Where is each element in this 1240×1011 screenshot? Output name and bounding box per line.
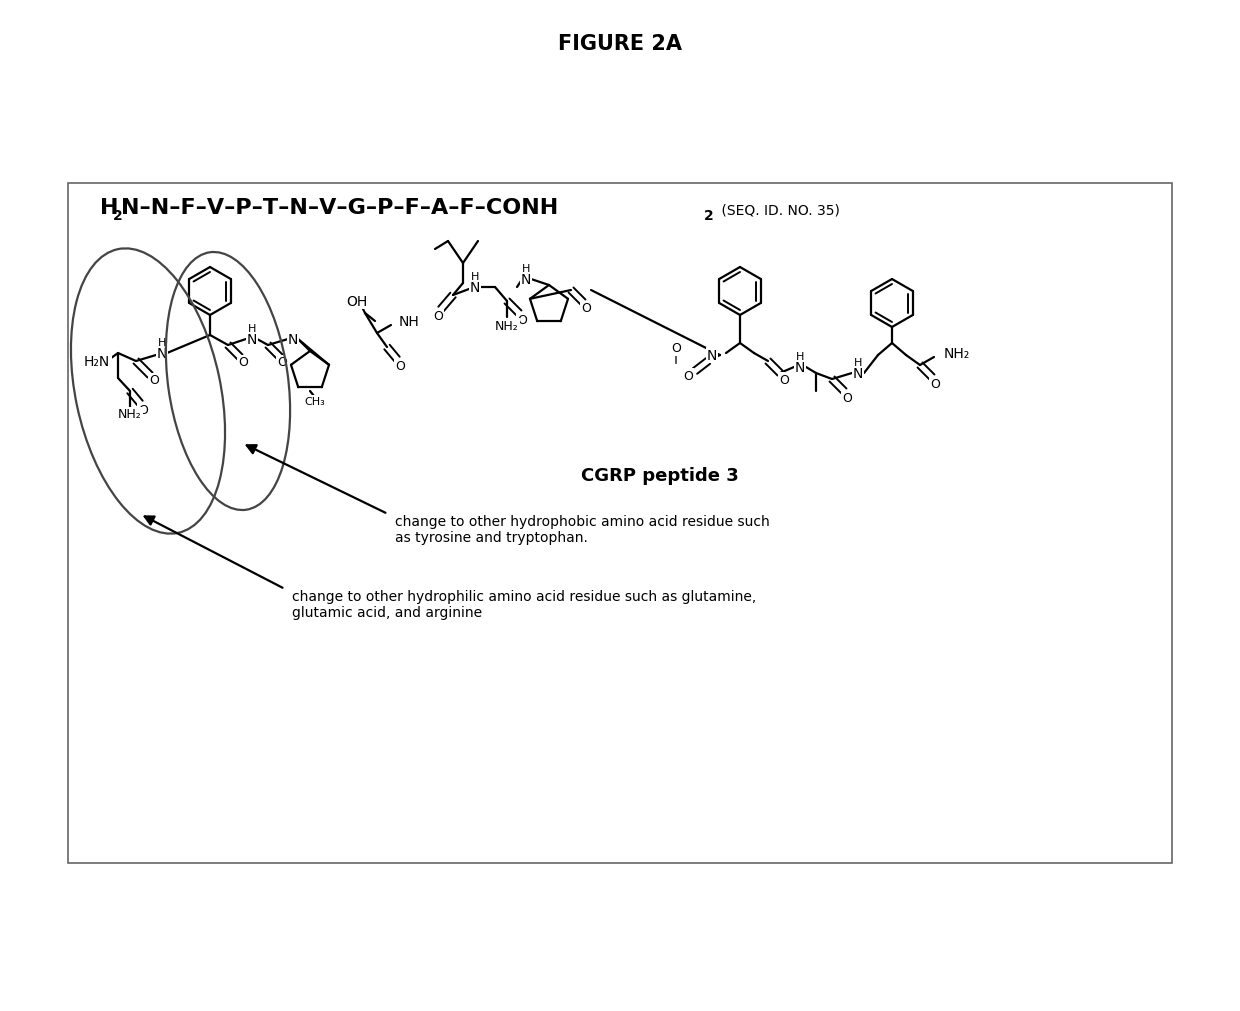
Text: ∥: ∥ [673,354,678,363]
Text: NH₂: NH₂ [944,347,970,361]
Text: H: H [248,324,257,334]
Text: N: N [795,361,805,375]
Text: H: H [796,352,805,362]
Text: H₂N: H₂N [84,355,110,369]
Text: O: O [138,404,148,418]
Text: NH₂: NH₂ [495,319,518,333]
Text: change to other hydrophilic amino acid residue such as glutamine,
glutamic acid,: change to other hydrophilic amino acid r… [291,589,756,620]
Text: N: N [470,281,480,295]
Text: O: O [238,356,248,369]
Text: 2: 2 [113,209,123,222]
Text: O: O [779,373,789,386]
Text: N: N [156,347,167,361]
FancyBboxPatch shape [68,184,1172,863]
Text: N–N–F–V–P–T–N–V–G–P–F–A–F–CONH: N–N–F–V–P–T–N–V–G–P–F–A–F–CONH [122,198,558,217]
Text: NH: NH [399,314,420,329]
Text: 2: 2 [704,209,714,222]
Text: N: N [521,273,531,287]
Text: H: H [854,358,862,368]
Text: N: N [853,367,863,380]
Text: O: O [396,359,405,372]
Text: N: N [707,349,717,363]
Text: O: O [582,302,591,315]
Text: O: O [433,309,443,323]
Text: change to other hydrophobic amino acid residue such
as tyrosine and tryptophan.: change to other hydrophobic amino acid r… [396,515,770,545]
Text: O: O [683,369,693,382]
Text: O: O [517,313,527,327]
Text: H: H [522,264,531,274]
Text: CH₃: CH₃ [305,396,325,406]
Text: O: O [930,377,940,390]
Text: NH₂: NH₂ [118,408,141,422]
Text: H: H [471,272,479,282]
Text: H: H [157,338,166,348]
Text: OH: OH [346,295,367,308]
Text: O: O [842,391,852,404]
Text: (SEQ. ID. NO. 35): (SEQ. ID. NO. 35) [717,203,839,216]
Text: O: O [277,356,286,369]
Text: CGRP peptide 3: CGRP peptide 3 [582,466,739,484]
Text: FIGURE 2A: FIGURE 2A [558,34,682,54]
Text: O: O [671,342,681,355]
Text: N: N [247,333,257,347]
Text: O: O [149,374,159,387]
Text: H: H [100,198,119,217]
Text: N: N [288,333,298,347]
